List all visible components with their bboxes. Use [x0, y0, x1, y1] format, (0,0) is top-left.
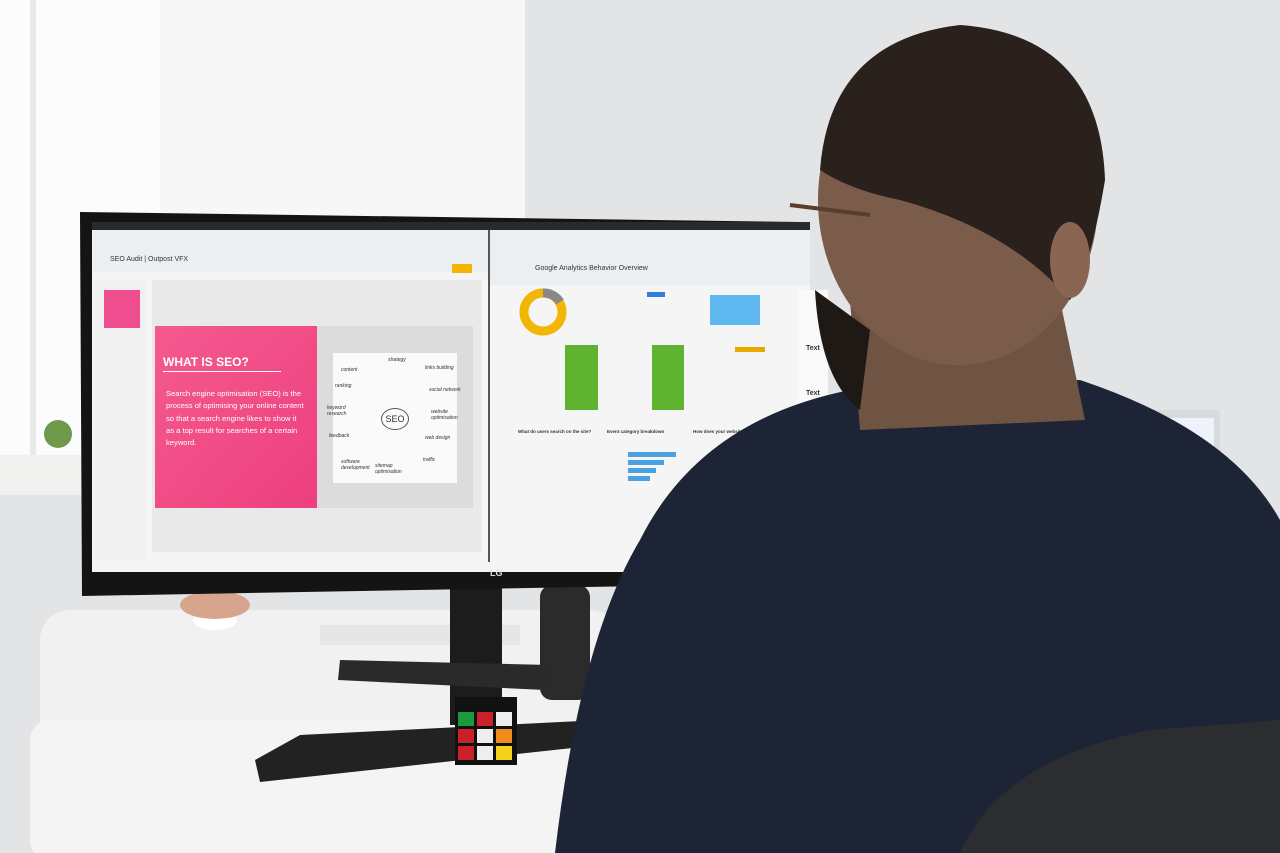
menu-bar: [92, 222, 810, 230]
window-frame: [30, 0, 36, 470]
doc-title: SEO Audit | Outpost VFX: [110, 256, 189, 263]
side-item: Text: [806, 390, 820, 397]
diagram-word: website optimisation: [431, 409, 458, 421]
cube-tile: [477, 712, 493, 726]
other-stand: [540, 585, 590, 700]
monitor-brand: LG: [490, 568, 503, 578]
hair: [820, 25, 1105, 300]
cube-tile: [496, 712, 512, 726]
diagram-word: keyword research: [327, 405, 347, 417]
ear: [1050, 222, 1090, 298]
analytics-toolbar: [490, 230, 810, 285]
slide-body: Search engine optimisation (SEO) is the …: [166, 389, 304, 448]
donut-segment: [542, 288, 564, 305]
hand: [180, 591, 250, 619]
seo-diagram: SEO content strategy links building ranking s…: [327, 353, 461, 483]
bar-block: [710, 295, 760, 325]
slide-heading: WHAT IS SEO?: [163, 355, 281, 372]
diagram-word: web design: [425, 435, 451, 441]
share-button: [452, 264, 472, 273]
bar: [735, 347, 765, 352]
diagram-word: content: [341, 367, 358, 373]
heat-column: [565, 345, 598, 410]
diagram-word: ranking: [335, 383, 352, 389]
bar: [647, 292, 665, 297]
plant: [44, 420, 72, 448]
bar: [628, 476, 650, 481]
diagram-word: traffic: [423, 457, 436, 463]
section-title: How does your website perform?: [693, 429, 765, 434]
diagram-word: software development: [341, 459, 370, 471]
beard: [815, 290, 870, 410]
jacket: [555, 380, 1280, 853]
windowsill: [0, 455, 90, 495]
bar: [628, 460, 664, 465]
bar: [628, 468, 656, 473]
diagram-word: strategy: [388, 357, 406, 363]
cube-tile: [496, 746, 512, 760]
section-title: Event category breakdown: [607, 429, 665, 434]
diagram-center: SEO: [381, 408, 409, 430]
cube-tile: [458, 746, 474, 760]
analytics-title: Google Analytics Behavior Overview: [535, 265, 648, 272]
cube-tile: [477, 729, 493, 743]
bar: [628, 452, 676, 457]
heat-column: [652, 345, 684, 410]
rubiks-cube: [455, 697, 517, 765]
glasses: [789, 203, 871, 217]
side-item: Text: [806, 345, 820, 352]
cube-tile: [458, 712, 474, 726]
diagram-word: sitemap optimisation: [375, 463, 402, 475]
slides-toolbar: [93, 230, 488, 272]
cube-tile: [477, 746, 493, 760]
diagram-word: feedback: [329, 433, 350, 439]
diagram-word: links building: [425, 365, 454, 371]
chair: [960, 720, 1280, 853]
thumb: [104, 290, 140, 310]
section-title: What do users search on the site?: [518, 429, 592, 434]
cube-tile: [496, 729, 512, 743]
slide-pink-panel: [155, 326, 317, 508]
stand-base-rear: [338, 660, 550, 690]
event-bars: [628, 452, 676, 481]
diagram-word: social network: [429, 387, 461, 393]
thumb: [104, 308, 140, 328]
cube-tile: [458, 729, 474, 743]
